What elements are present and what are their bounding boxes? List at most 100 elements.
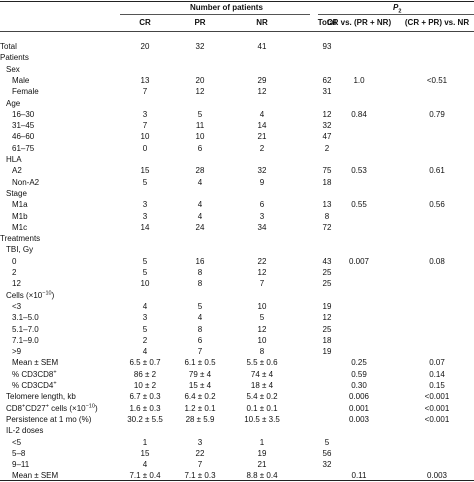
cell-total: 56 xyxy=(322,448,332,458)
row-label: 12 xyxy=(12,278,21,289)
cell-nr: 6 xyxy=(259,200,265,210)
cell-total: 18 xyxy=(322,335,332,345)
cell-p-cr-pr-vs-nr: 0.07 xyxy=(429,358,445,368)
cell-total: 18 xyxy=(322,177,332,187)
cell-cr: 20 xyxy=(140,42,150,51)
row-label-label: Telomere length, kb xyxy=(6,392,76,402)
row-label-label: Stage xyxy=(6,188,27,198)
cell-cr: 3 xyxy=(142,313,148,323)
row-label: Mean ± SEM xyxy=(12,357,58,368)
cell-p-cr-pr-vs-nr: 0.08 xyxy=(429,256,445,266)
cell-total: 5 xyxy=(324,437,330,447)
cell-p-cr-vs-pr-nr: 0.007 xyxy=(348,256,370,266)
row-label-label-sup2: + xyxy=(45,402,49,409)
cell-pr: 6.1 ± 0.5 xyxy=(184,358,216,368)
col-header-pr: PR xyxy=(194,18,206,27)
cell-total: 72 xyxy=(322,222,332,232)
cell-pr: 4 xyxy=(197,200,203,210)
p2-sub: 2 xyxy=(398,8,402,15)
row-label-label: 12 xyxy=(12,279,21,289)
table-row: 9–11 4 7 21 32 xyxy=(0,459,474,470)
table-row: M1a 3 4 6 13 0.55 0.56 xyxy=(0,199,474,210)
row-label: IL-2 doses xyxy=(6,425,43,436)
cell-cr: 7 xyxy=(142,121,148,131)
row-label-label: >9 xyxy=(12,347,22,357)
cell-p-cr-vs-pr-nr: 1.0 xyxy=(353,75,365,85)
row-label-label: Cells (×10 xyxy=(6,290,43,300)
table-row: Total 20 32 41 93 xyxy=(0,41,474,52)
cell-p-cr-pr-vs-nr: 0.15 xyxy=(429,381,445,390)
row-label-label: Treatments xyxy=(0,234,41,244)
cell-pr: 5 xyxy=(197,301,203,311)
row-label-label: Total xyxy=(0,42,17,51)
row-label-label: 7.1–9.0 xyxy=(12,335,39,345)
row-label: % CD3CD8+ xyxy=(12,369,57,380)
cell-cr: 30.2 ± 5.5 xyxy=(127,414,163,424)
row-label-label: Age xyxy=(6,98,21,108)
cell-cr: 3 xyxy=(142,211,148,221)
row-label: Stage xyxy=(6,188,27,199)
cell-cr: 2 xyxy=(142,335,148,345)
row-label-label: % CD3CD4 xyxy=(12,381,54,390)
row-label-label: Mean ± SEM xyxy=(12,471,59,481)
cell-cr: 7 xyxy=(142,87,148,97)
cell-cr: 1.6 ± 0.3 xyxy=(129,403,161,413)
cell-nr: 32 xyxy=(257,166,267,176)
row-label: A2 xyxy=(12,165,22,176)
cell-pr: 5 xyxy=(197,109,203,119)
col-header-cr-vs-pr-nr: CR vs. (PR + NR) xyxy=(326,18,392,27)
cell-cr: 0 xyxy=(142,143,148,153)
row-label-label: Non-A2 xyxy=(12,177,40,187)
row-label: M1a xyxy=(12,199,28,210)
cell-nr: 8 xyxy=(259,347,265,357)
row-label: >9 xyxy=(12,346,21,357)
cell-cr: 13 xyxy=(140,75,150,85)
cell-cr: 86 ± 2 xyxy=(133,369,157,379)
bottom-rule xyxy=(0,480,474,481)
cell-nr: 8.8 ± 0.4 xyxy=(246,471,278,481)
cell-total: 19 xyxy=(322,301,332,311)
cell-total: 47 xyxy=(322,132,332,142)
cell-p-cr-vs-pr-nr: 0.25 xyxy=(351,358,367,368)
table-row: Persistence at 1 mo (%) 30.2 ± 5.5 28 ± 5.… xyxy=(0,414,474,425)
table-row: M1b 3 4 3 8 xyxy=(0,211,474,222)
row-label-label: 2 xyxy=(12,268,17,277)
row-label: Male xyxy=(12,75,29,86)
cell-p-cr-pr-vs-nr: <0.001 xyxy=(424,392,450,402)
table-row: A2 15 28 32 75 0.53 0.61 xyxy=(0,165,474,176)
row-label-label-mid: CD27 xyxy=(25,403,46,413)
cell-nr: 5.4 ± 0.2 xyxy=(246,392,278,402)
cell-cr: 10 xyxy=(140,132,150,142)
row-label-label: Male xyxy=(12,75,30,85)
table-row: >9 4 7 8 19 xyxy=(0,346,474,357)
p2-main: P xyxy=(393,3,399,12)
cell-pr: 3 xyxy=(197,437,203,447)
cell-cr: 4 xyxy=(142,347,148,357)
table-row: Sex xyxy=(0,64,474,75)
table-row: <5 1 3 1 5 xyxy=(0,437,474,448)
table-row: Patients xyxy=(0,52,474,63)
cell-p-cr-pr-vs-nr: 0.61 xyxy=(429,166,445,176)
table-row: <3 4 5 10 19 xyxy=(0,301,474,312)
row-label-label: Sex xyxy=(6,64,20,74)
cell-nr: 0.1 ± 0.1 xyxy=(246,403,278,413)
cell-p-cr-pr-vs-nr: <0.001 xyxy=(424,414,450,424)
cell-nr: 21 xyxy=(257,132,267,142)
cell-pr: 28 xyxy=(195,166,205,176)
cell-p-cr-pr-vs-nr: 0.79 xyxy=(429,109,445,119)
row-label-label: Mean ± SEM xyxy=(12,358,59,368)
cell-pr: 6 xyxy=(197,143,203,153)
cell-pr: 28 ± 5.9 xyxy=(185,414,215,424)
row-label-label: 16–30 xyxy=(12,109,35,119)
cell-cr: 1 xyxy=(142,437,148,447)
row-label: HLA xyxy=(6,154,22,165)
cell-total: 25 xyxy=(322,279,332,289)
table-row: % CD3CD4+ 10 ± 2 15 ± 4 18 ± 4 0.30 0.15 xyxy=(0,380,474,391)
cell-pr: 1.2 ± 0.1 xyxy=(184,403,216,413)
table-row: Non-A2 5 4 9 18 xyxy=(0,177,474,188)
row-label-label-sup: + xyxy=(53,380,57,387)
cell-cr: 10 ± 2 xyxy=(133,381,157,390)
row-label-label-tail2: ) xyxy=(94,403,98,413)
table-row: Cells (×10−10) xyxy=(0,290,474,301)
cell-nr: 21 xyxy=(257,460,267,470)
